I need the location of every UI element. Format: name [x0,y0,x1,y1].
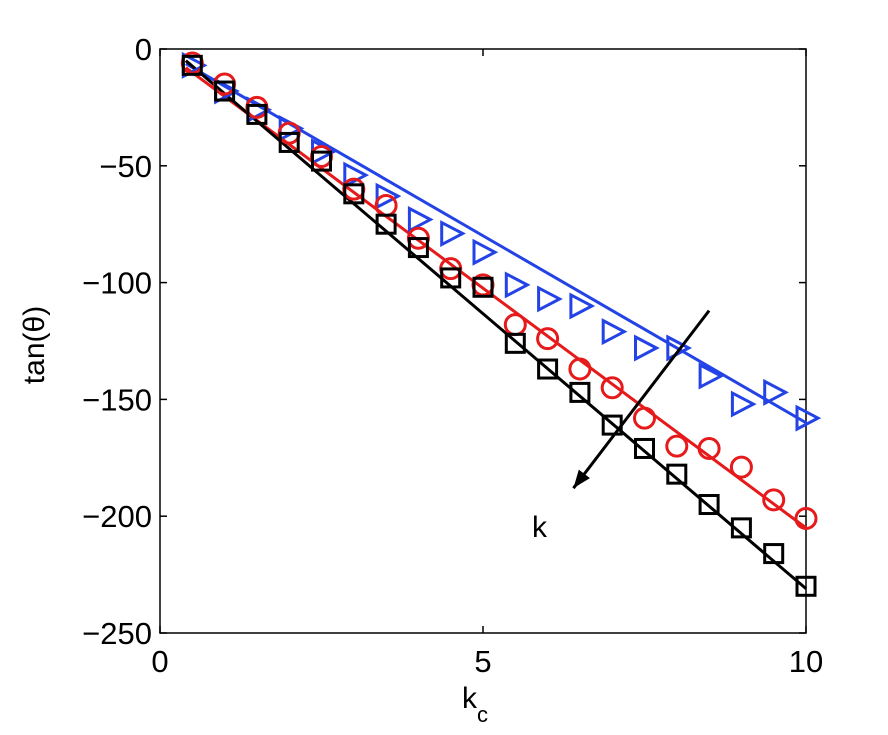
ticks: 0 5 10 0 −50 −100 −150 −200 −250 [82,32,823,679]
y-axis-label: tan(θ) [18,306,51,384]
triangle-marker [601,318,628,346]
k-arrow-annotation: k [532,309,711,544]
x-axis-label-main: k [462,682,478,715]
annotation-text: k [532,511,548,544]
square-marker [730,517,752,539]
annotation-arrow-line [572,309,711,490]
square-marker [214,80,236,102]
y-tick-label: −50 [99,149,152,184]
x-tick-label: 0 [151,644,168,679]
triangle-marker [375,182,402,210]
x-axis-label-sub: c [477,702,488,727]
triangle-marker [698,362,725,390]
triangle-marker [472,238,499,266]
triangle-marker [407,206,434,234]
circle-marker [794,507,818,531]
circle-marker [762,488,786,512]
triangle-marker [440,220,466,248]
square-marker [698,494,720,516]
square-marker [246,103,268,125]
x-tick-label: 5 [474,644,491,679]
square-marker [569,381,591,403]
y-tick-label: −150 [82,382,152,417]
annotation-arrow-head [573,469,590,489]
square-marker [311,150,332,172]
plot-frame [159,48,807,634]
square-marker [795,575,817,597]
y-tick-label: −200 [82,499,152,534]
square-marker [440,267,462,289]
y-tick-label: −100 [82,266,152,301]
square-marker [763,543,785,565]
fit-line-square [184,59,807,590]
circle-marker [600,376,624,400]
circle-marker [568,357,592,381]
square-marker [634,437,655,459]
square-marker [407,237,429,259]
data-markers [180,51,822,597]
square-marker [504,332,526,354]
circle-marker [503,313,527,337]
square-marker [537,358,559,380]
triangle-marker [763,378,789,406]
triangle-marker [504,271,531,299]
triangle-marker [730,390,757,418]
circle-marker [729,455,753,479]
square-marker [472,276,494,298]
y-tick-label: −250 [82,616,152,651]
circle-marker [633,406,656,430]
circle-marker [697,436,721,460]
triangle-marker [537,285,563,313]
triangle-marker [634,334,660,362]
square-marker [278,131,300,153]
square-marker [181,54,203,76]
square-marker [375,213,397,235]
y-tick-label: 0 [135,32,152,67]
square-marker [666,463,688,485]
triangle-marker [569,292,596,320]
triangle-marker [795,404,822,432]
x-axis-label: kc [462,682,488,727]
square-marker [343,183,365,205]
circle-marker [536,327,560,351]
circle-marker [665,434,689,458]
x-tick-label: 10 [789,644,823,679]
triangle-marker [666,334,693,362]
